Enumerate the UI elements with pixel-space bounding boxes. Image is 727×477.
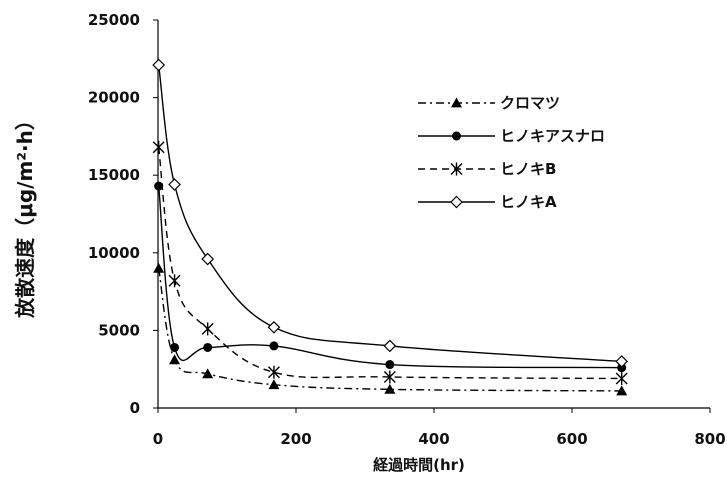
data-point bbox=[168, 274, 181, 288]
legend-entry: クロマツ bbox=[418, 94, 560, 112]
y-tick-label: 15000 bbox=[88, 166, 140, 184]
data-point bbox=[201, 252, 215, 266]
x-tick-label: 800 bbox=[694, 430, 725, 448]
y-tick-label: 10000 bbox=[88, 244, 140, 262]
series-3 bbox=[152, 58, 629, 368]
series-2 bbox=[152, 140, 628, 386]
data-point bbox=[153, 262, 165, 273]
legend-marker bbox=[451, 97, 462, 108]
legend-entry: ヒノキB bbox=[418, 160, 556, 178]
legend-label: ヒノキA bbox=[500, 193, 557, 211]
legend-marker bbox=[450, 162, 463, 176]
data-point bbox=[615, 372, 628, 386]
legend-entry: ヒノキアスナロ bbox=[418, 127, 605, 145]
axes: 0 5000 10000 15000 20000 25000 0 200 400 600 800 bbox=[88, 11, 726, 448]
legend-marker bbox=[452, 131, 461, 141]
data-point bbox=[383, 339, 397, 353]
x-tick-label: 0 bbox=[153, 430, 163, 448]
legend-marker bbox=[450, 195, 463, 209]
x-tick-label: 400 bbox=[418, 430, 449, 448]
data-point bbox=[268, 379, 280, 390]
x-tick-label: 600 bbox=[556, 430, 587, 448]
data-point bbox=[170, 342, 180, 352]
series-layer bbox=[152, 58, 629, 396]
legend-label: ヒノキB bbox=[500, 160, 556, 178]
data-point bbox=[168, 178, 181, 191]
data-point bbox=[267, 320, 281, 334]
series-0 bbox=[153, 262, 628, 396]
data-point bbox=[202, 368, 214, 379]
data-point bbox=[169, 354, 181, 365]
data-point bbox=[384, 383, 396, 394]
data-point bbox=[383, 370, 396, 384]
legend-entry: ヒノキA bbox=[418, 193, 557, 211]
data-point bbox=[267, 365, 280, 379]
y-tick-label: 5000 bbox=[98, 321, 140, 339]
data-point bbox=[615, 355, 629, 368]
data-point bbox=[385, 360, 395, 370]
series-line bbox=[157, 64, 622, 363]
y-tick-label: 25000 bbox=[88, 11, 140, 29]
series-1 bbox=[154, 181, 627, 373]
y-tick-label: 0 bbox=[130, 399, 140, 417]
legend-label: クロマツ bbox=[500, 94, 560, 112]
x-axis-label: 経過時間(hr) bbox=[373, 456, 465, 474]
data-point bbox=[152, 140, 165, 154]
legend-label: ヒノキアスナロ bbox=[500, 127, 605, 145]
series-line bbox=[157, 185, 622, 369]
y-axis-label: 放散速度（μg/m²·h） bbox=[13, 110, 37, 319]
y-tick-label: 20000 bbox=[88, 89, 140, 107]
data-point bbox=[269, 341, 279, 351]
data-point bbox=[203, 342, 213, 352]
data-point bbox=[616, 385, 628, 396]
x-tick-label: 200 bbox=[280, 430, 311, 448]
data-point bbox=[201, 322, 214, 336]
data-point bbox=[154, 181, 164, 191]
data-point bbox=[152, 58, 166, 72]
series-line bbox=[157, 147, 622, 380]
